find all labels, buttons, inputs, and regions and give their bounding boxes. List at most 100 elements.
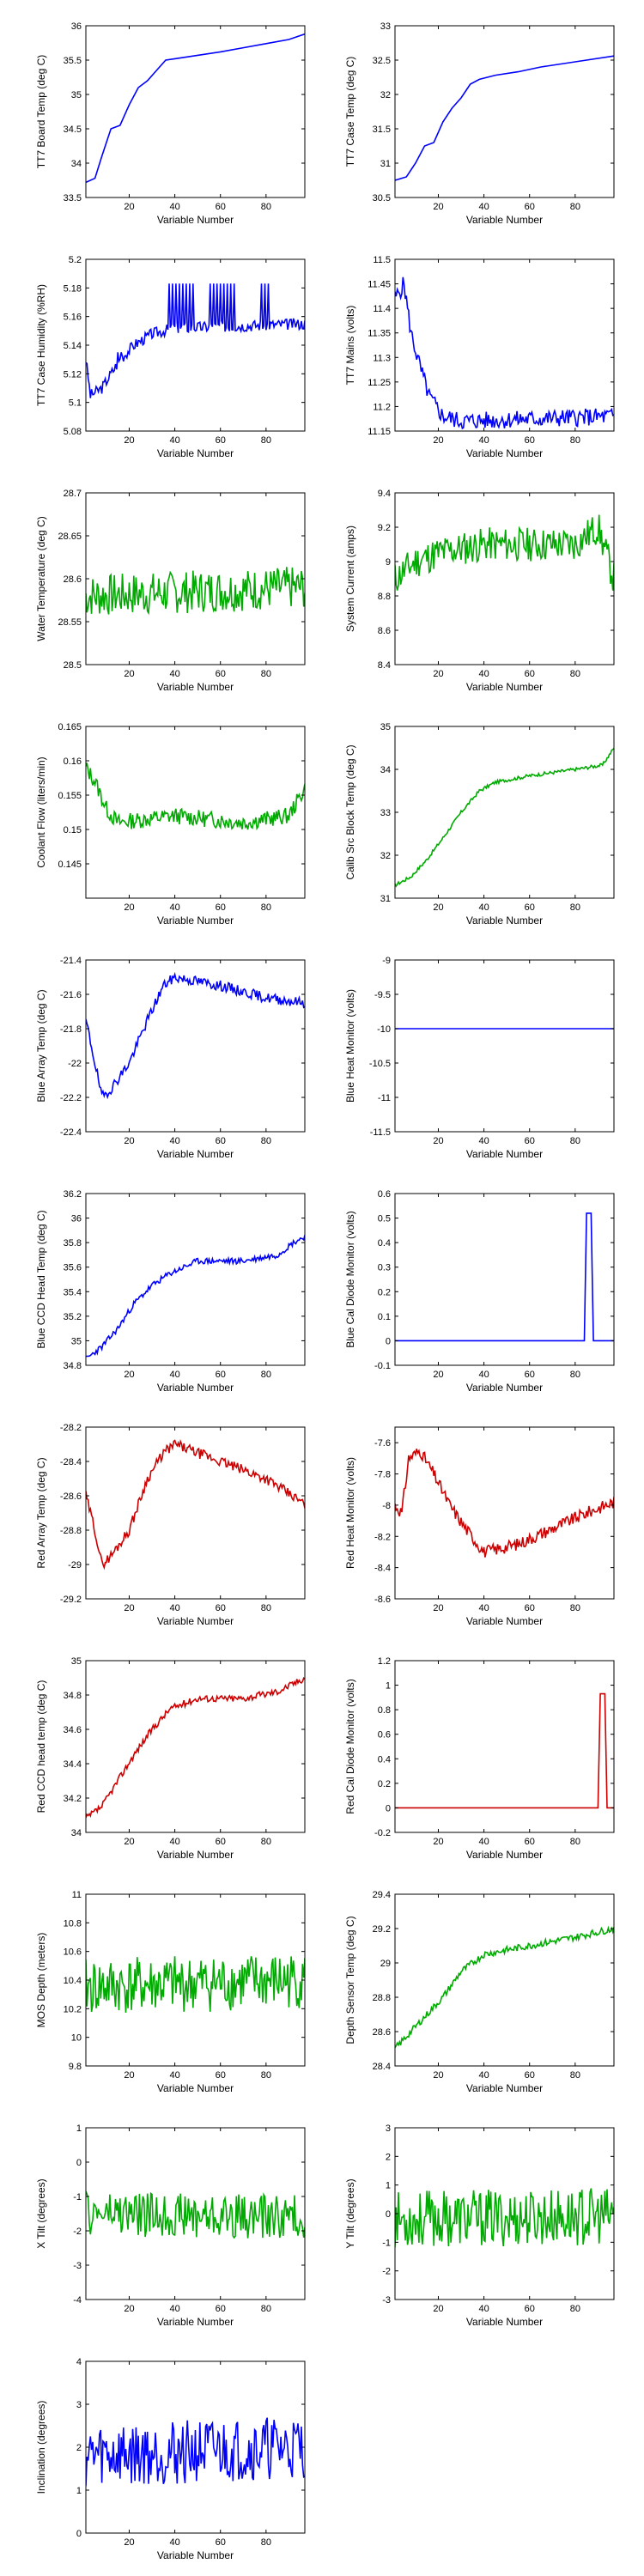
y-tick-label: 5.08 xyxy=(64,427,82,437)
y-tick-label: 1 xyxy=(386,2181,391,2191)
x-tick-label: 40 xyxy=(478,1370,489,1380)
y-tick-label: -10 xyxy=(377,1024,391,1035)
y-tick-label: -22.4 xyxy=(60,1127,82,1138)
y-tick-label: 33 xyxy=(380,21,391,32)
plot-frame xyxy=(85,25,306,198)
x-axis-label: Variable Number xyxy=(157,1382,234,1394)
series-line xyxy=(86,2190,305,2239)
y-tick-label: -2 xyxy=(382,2267,391,2277)
y-tick-label: 35 xyxy=(71,1656,82,1667)
plot-frame xyxy=(85,1893,306,2067)
x-tick-label: 20 xyxy=(433,2070,443,2081)
x-tick-label: 60 xyxy=(525,435,535,446)
y-tick-label: 11.4 xyxy=(373,304,391,314)
chart-panel-13: 20 40 60 80 -29.2 -29 -28.8 -28.6 -28.4 -28.2 Vari… xyxy=(35,1423,306,1627)
y-tick-label: -3 xyxy=(73,2261,82,2271)
x-tick-label: 60 xyxy=(216,202,226,212)
y-tick-label: 2 xyxy=(76,2443,82,2453)
plot-frame xyxy=(85,959,306,1133)
y-tick-label: 10.8 xyxy=(64,1918,82,1929)
y-axis-label: Red Cal Diode Monitor (volts) xyxy=(344,1679,356,1814)
y-tick-label: 36.2 xyxy=(64,1189,82,1200)
x-tick-label: 40 xyxy=(478,1837,489,1847)
y-tick-label: 11.2 xyxy=(373,402,391,412)
y-tick-label: 4 xyxy=(76,2357,82,2367)
y-tick-label: 0 xyxy=(386,2209,391,2220)
y-axis-label: MOS Depth (meters) xyxy=(35,1933,47,2028)
y-tick-label: 28.6 xyxy=(64,574,82,585)
y-tick-label: 34 xyxy=(71,1828,82,1838)
x-tick-label: 40 xyxy=(169,1370,179,1380)
y-tick-label: 0.2 xyxy=(378,1779,391,1789)
y-tick-label: -8.4 xyxy=(374,1564,391,1574)
series-line xyxy=(395,1692,614,1809)
y-tick-label: 0.145 xyxy=(58,860,82,870)
y-tick-label: 10 xyxy=(71,2033,82,2044)
y-tick-label: 2 xyxy=(386,2152,391,2162)
x-tick-label: 60 xyxy=(216,669,226,679)
x-tick-label: 60 xyxy=(216,902,226,913)
y-tick-label: 35 xyxy=(71,1336,82,1346)
x-tick-label: 20 xyxy=(433,1603,443,1613)
x-tick-label: 20 xyxy=(124,1837,134,1847)
x-tick-label: 80 xyxy=(261,902,271,913)
y-tick-label: 9.4 xyxy=(378,489,391,499)
y-tick-label: -7.8 xyxy=(374,1470,391,1480)
y-tick-label: -0.2 xyxy=(374,1828,391,1838)
x-axis-label: Variable Number xyxy=(157,914,234,927)
y-tick-label: 3 xyxy=(386,2123,391,2134)
chart-panel-11: 20 40 60 80 34.8 35 35.2 35.4 35.6 35.8 36 36.2 Vari… xyxy=(35,1189,306,1394)
y-tick-label: 5.2 xyxy=(69,255,82,265)
y-tick-label: 33 xyxy=(380,808,391,818)
y-tick-label: -28.8 xyxy=(60,1526,82,1536)
series-line xyxy=(395,514,614,591)
y-tick-label: 0 xyxy=(76,2529,82,2539)
x-axis-label: Variable Number xyxy=(466,681,543,693)
y-tick-label: -28.6 xyxy=(60,1492,82,1502)
y-tick-label: 9.8 xyxy=(69,2062,82,2072)
y-tick-label: 28.6 xyxy=(373,2027,391,2038)
y-tick-label: 5.1 xyxy=(69,398,82,409)
y-tick-label: -2 xyxy=(73,2227,82,2237)
y-tick-label: -22 xyxy=(68,1059,82,1069)
y-tick-label: 10.6 xyxy=(64,1947,82,1958)
y-tick-label: -8.6 xyxy=(374,1595,391,1605)
chart-panel-15: 20 40 60 80 34 34.2 34.4 34.6 34.8 35 Variable Num… xyxy=(35,1656,306,1861)
x-tick-label: 60 xyxy=(525,669,535,679)
y-axis-label: Coolant Flow (liters/min) xyxy=(35,756,47,867)
chart-panel-8: 20 40 60 80 31 32 33 34 35 Variable Number Calib S… xyxy=(344,722,615,927)
y-tick-label: 28.65 xyxy=(58,532,82,542)
x-tick-label: 20 xyxy=(433,1837,443,1847)
y-tick-label: 0 xyxy=(386,1336,391,1346)
x-tick-label: 20 xyxy=(124,1603,134,1613)
series-line xyxy=(86,567,305,616)
y-tick-label: 0.165 xyxy=(58,722,82,732)
x-tick-label: 60 xyxy=(216,2304,226,2314)
y-axis-label: Inclination (degrees) xyxy=(35,2401,47,2494)
y-tick-label: 29 xyxy=(380,1959,391,1969)
y-tick-label: 5.14 xyxy=(64,341,82,351)
x-tick-label: 60 xyxy=(525,2304,535,2314)
x-tick-label: 20 xyxy=(124,1370,134,1380)
y-tick-label: 28.7 xyxy=(64,489,82,499)
x-tick-label: 60 xyxy=(216,1603,226,1613)
x-tick-label: 60 xyxy=(525,1837,535,1847)
x-tick-label: 40 xyxy=(169,1603,179,1613)
y-tick-label: 0.2 xyxy=(378,1287,391,1297)
y-tick-label: 0 xyxy=(386,1803,391,1814)
chart-panel-12: 20 40 60 80 -0.1 0 0.1 0.2 0.3 0.4 0.5 0.6 Variable … xyxy=(344,1189,615,1394)
y-tick-label: 35.6 xyxy=(64,1263,82,1273)
plot-frame xyxy=(85,1193,306,1366)
chart-panel-7: 20 40 60 80 0.145 0.15 0.155 0.16 0.165 Variable … xyxy=(35,722,306,927)
y-tick-label: 31.5 xyxy=(373,125,391,135)
plot-frame xyxy=(85,258,306,432)
y-axis-label: System Current (amps) xyxy=(344,526,356,632)
y-tick-label: 34.2 xyxy=(64,1794,82,1804)
x-tick-label: 40 xyxy=(169,435,179,446)
x-axis-label: Variable Number xyxy=(157,2082,234,2094)
series-line xyxy=(86,971,305,1100)
x-tick-label: 60 xyxy=(216,1837,226,1847)
x-tick-label: 80 xyxy=(261,1837,271,1847)
y-axis-label: Red Heat Monitor (volts) xyxy=(344,1457,356,1569)
